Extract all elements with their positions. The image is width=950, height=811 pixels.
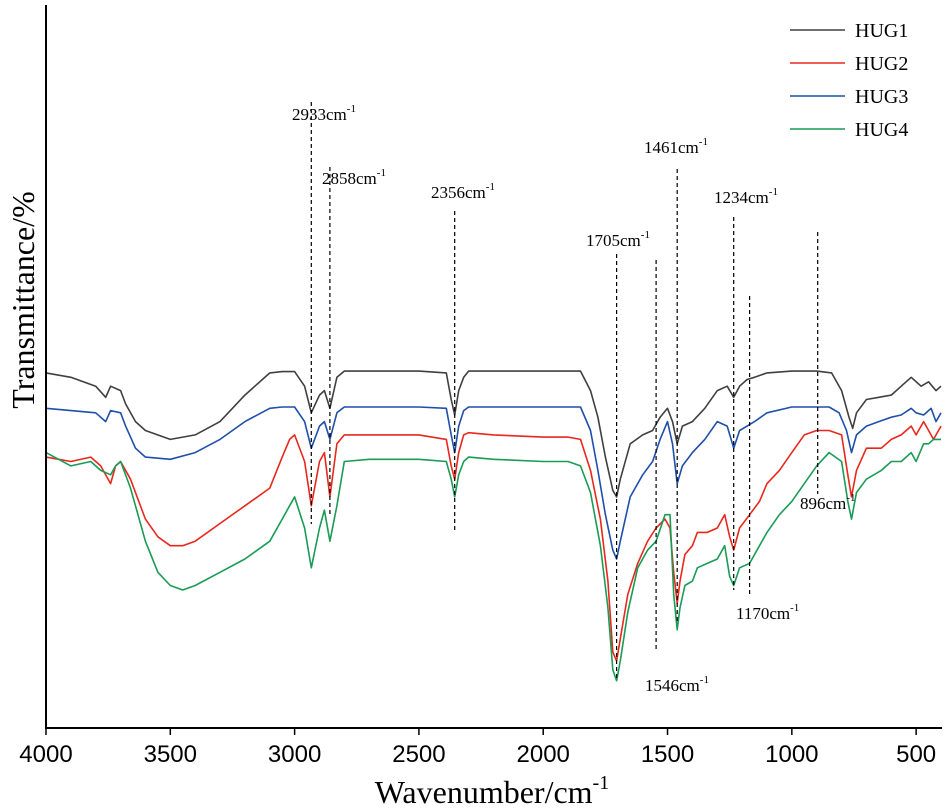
x-tick-label-2000: 2000: [517, 741, 570, 768]
guide-lines: [310, 102, 819, 678]
legend-label-hug4: HUG4: [855, 119, 908, 141]
plot-lines: [45, 370, 942, 682]
legend-label-hug2: HUG2: [855, 53, 908, 75]
annotation-896: 896cm-1: [800, 492, 855, 513]
x-tick-label-1500: 1500: [641, 741, 694, 768]
series-line-hug4: [45, 438, 941, 682]
x-tick-label-2500: 2500: [392, 741, 445, 768]
y-axis-title: Transmittance/%: [5, 191, 41, 408]
annotations: 2933cm-1 2858cm-1 2356cm-1 1705cm-1 1461…: [292, 103, 855, 695]
annotation-1170: 1170cm-1: [736, 602, 799, 623]
annotation-1705: 1705cm-1: [586, 229, 650, 250]
annotation-1234: 1234cm-1: [714, 186, 778, 207]
series-line-hug2: [45, 420, 942, 662]
legend-label-hug1: HUG1: [855, 20, 908, 42]
series-line-hug1: [45, 370, 942, 498]
x-tick-label-500: 500: [896, 741, 936, 768]
annotation-2933: 2933cm-1: [292, 103, 356, 124]
x-axis-title: Wavenumber/cm-1: [375, 772, 609, 810]
series-line-hug3: [45, 406, 942, 560]
annotation-1461: 1461cm-1: [644, 136, 708, 157]
annotation-2356: 2356cm-1: [431, 181, 495, 202]
x-tick-label-1000: 1000: [765, 741, 818, 768]
x-tick-label-4000: 4000: [19, 741, 72, 768]
annotation-1546: 1546cm-1: [645, 674, 709, 695]
x-ticks: 4000 3500 3000 2500 2000 1500 1000 500: [19, 728, 936, 768]
x-tick-label-3000: 3000: [268, 741, 321, 768]
x-tick-label-3500: 3500: [144, 741, 197, 768]
legend: HUG1 HUG2 HUG3 HUG4: [790, 20, 908, 141]
annotation-2858: 2858cm-1: [322, 167, 386, 188]
legend-label-hug3: HUG3: [855, 86, 908, 108]
